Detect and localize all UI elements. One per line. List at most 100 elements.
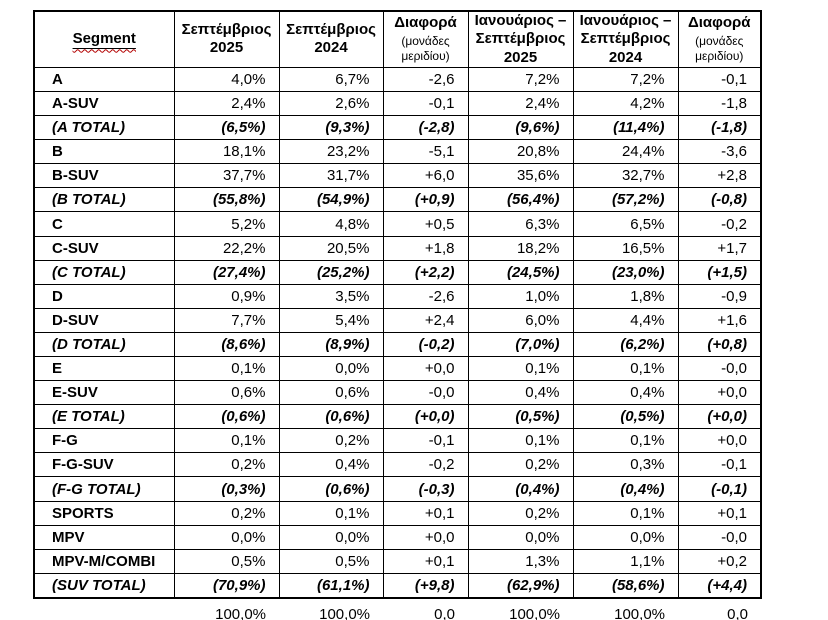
header-line: Διαφορά bbox=[687, 14, 751, 32]
column-header-segment: Segment bbox=[33, 9, 175, 68]
value-cell: -1,8 bbox=[677, 90, 762, 117]
value-cell: 20,8% bbox=[467, 139, 574, 165]
value-cell: 0,1% bbox=[278, 500, 384, 526]
footer-total-cell: 100,0% bbox=[509, 605, 560, 620]
value-cell: -0,1 bbox=[677, 452, 762, 478]
value-cell: (27,4%) bbox=[173, 259, 280, 285]
value-cell: -0,1 bbox=[677, 66, 762, 92]
column-header-diff-ytd: Διαφορά (μονάδες μεριδίου) bbox=[677, 9, 762, 68]
footer-total-cell: 100,0% bbox=[215, 605, 266, 620]
table-row: A-SUV 2,4% 2,6% -0,1 2,4% 4,2% -1,8 bbox=[33, 90, 762, 117]
table-row: SPORTS 0,2% 0,1% +0,1 0,2% 0,1% +0,1 bbox=[33, 500, 762, 526]
value-cell: 24,4% bbox=[572, 139, 679, 165]
value-cell: 0,1% bbox=[173, 356, 280, 382]
header-line: Σεπτέμβριος bbox=[580, 30, 671, 48]
segment-cell: MPV-M/COMBI bbox=[33, 548, 175, 574]
header-line: Segment bbox=[36, 30, 173, 48]
table-row: B 18,1% 23,2% -5,1 20,8% 24,4% -3,6 bbox=[33, 139, 762, 165]
value-cell: (0,6%) bbox=[278, 404, 384, 430]
footer-total-cell: 0,0 bbox=[434, 605, 455, 620]
value-cell: 0,0% bbox=[278, 356, 384, 382]
column-header-jan-sep-2025: Ιανουάριος – Σεπτέμβριος 2025 bbox=[467, 9, 574, 68]
table-row: F-G 0,1% 0,2% -0,1 0,1% 0,1% +0,0 bbox=[33, 428, 762, 454]
value-cell: -2,6 bbox=[382, 66, 469, 92]
value-cell: 0,2% bbox=[467, 452, 574, 478]
value-cell: 0,1% bbox=[467, 428, 574, 454]
segment-cell: E bbox=[33, 356, 175, 382]
value-cell: (0,6%) bbox=[173, 404, 280, 430]
value-cell: +0,1 bbox=[677, 500, 762, 526]
value-cell: 7,7% bbox=[173, 307, 280, 333]
value-cell: (23,0%) bbox=[572, 259, 679, 285]
value-cell: (6,2%) bbox=[572, 331, 679, 358]
table-row: A 4,0% 6,7% -2,6 7,2% 7,2% -0,1 bbox=[33, 66, 762, 92]
value-cell: +2,4 bbox=[382, 307, 469, 333]
value-cell: 0,1% bbox=[572, 428, 679, 454]
table-row: (B TOTAL) (55,8%) (54,9%) (+0,9) (56,4%) (57,… bbox=[33, 187, 762, 213]
header-line: 2024 bbox=[314, 39, 348, 57]
value-cell: (-0,3) bbox=[382, 476, 469, 502]
value-cell: -0,0 bbox=[677, 356, 762, 382]
table-row: (F-G TOTAL) (0,3%) (0,6%) (-0,3) (0,4%) (0,4%… bbox=[33, 476, 762, 502]
table-row: MPV-M/COMBI 0,5% 0,5% +0,1 1,3% 1,1% +0,2 bbox=[33, 548, 762, 574]
value-cell: (+0,0) bbox=[677, 404, 762, 430]
value-cell: (+0,8) bbox=[677, 331, 762, 358]
value-cell: 18,2% bbox=[467, 235, 574, 261]
value-cell: (+0,9) bbox=[382, 187, 469, 213]
segment-cell: D bbox=[33, 283, 175, 309]
value-cell: (57,2%) bbox=[572, 187, 679, 213]
value-cell: 32,7% bbox=[572, 163, 679, 189]
value-cell: 0,0% bbox=[278, 524, 384, 550]
segment-cell: (SUV TOTAL) bbox=[33, 572, 175, 599]
value-cell: (9,6%) bbox=[467, 115, 574, 141]
value-cell: 4,8% bbox=[278, 211, 384, 237]
segment-cell: (C TOTAL) bbox=[33, 259, 175, 285]
value-cell: (25,2%) bbox=[278, 259, 384, 285]
value-cell: 6,0% bbox=[467, 307, 574, 333]
value-cell: -0,9 bbox=[677, 283, 762, 309]
value-cell: 0,1% bbox=[173, 428, 280, 454]
header-text: Segment bbox=[72, 30, 136, 48]
value-cell: +0,1 bbox=[382, 548, 469, 574]
segment-cell: B-SUV bbox=[33, 163, 175, 189]
header-subtext: (μονάδες μεριδίου) bbox=[401, 33, 450, 64]
segment-cell: B bbox=[33, 139, 175, 165]
header-row: Segment Σεπτέμβριος 2025 Σεπτέμβριος 2024 Δια… bbox=[33, 9, 762, 68]
value-cell: (11,4%) bbox=[572, 115, 679, 141]
value-cell: (-1,8) bbox=[677, 115, 762, 141]
segment-cell: (D TOTAL) bbox=[33, 331, 175, 358]
segment-cell: C bbox=[33, 211, 175, 237]
table-header: Segment Σεπτέμβριος 2025 Σεπτέμβριος 2024 Δια… bbox=[33, 9, 762, 68]
value-cell: 1,0% bbox=[467, 283, 574, 309]
table-body: A 4,0% 6,7% -2,6 7,2% 7,2% -0,1 A-SUV 2,4% 2,6% -0… bbox=[33, 66, 762, 599]
column-header-jan-sep-2024: Ιανουάριος – Σεπτέμβριος 2024 bbox=[572, 9, 679, 68]
value-cell: 23,2% bbox=[278, 139, 384, 165]
value-cell: (70,9%) bbox=[173, 572, 280, 599]
footer-segment-cell bbox=[34, 598, 174, 620]
value-cell: 0,9% bbox=[173, 283, 280, 309]
value-cell: (+4,4) bbox=[677, 572, 762, 599]
value-cell: +1,6 bbox=[677, 307, 762, 333]
value-cell: (6,5%) bbox=[173, 115, 280, 141]
value-cell: -2,6 bbox=[382, 283, 469, 309]
footer-row: 100,0% 100,0% 0,0 100,0% 100,0% 0,0 bbox=[34, 598, 761, 620]
value-cell: 20,5% bbox=[278, 235, 384, 261]
value-cell: -0,2 bbox=[677, 211, 762, 237]
value-cell: 4,4% bbox=[572, 307, 679, 333]
value-cell: -0,1 bbox=[382, 428, 469, 454]
value-cell: (0,4%) bbox=[467, 476, 574, 502]
value-cell: 0,5% bbox=[278, 548, 384, 574]
value-cell: 0,2% bbox=[467, 500, 574, 526]
segment-cell: (A TOTAL) bbox=[33, 115, 175, 141]
footer-total-cell: 0,0 bbox=[727, 605, 748, 620]
table-row: (C TOTAL) (27,4%) (25,2%) (+2,2) (24,5%) (23,… bbox=[33, 259, 762, 285]
value-cell: (0,5%) bbox=[467, 404, 574, 430]
value-cell: 35,6% bbox=[467, 163, 574, 189]
header-line: Σεπτέμβριος bbox=[286, 21, 376, 39]
value-cell: (61,1%) bbox=[278, 572, 384, 599]
header-line: 2025 bbox=[503, 48, 538, 66]
value-cell: (+0,0) bbox=[382, 404, 469, 430]
value-cell: -0,0 bbox=[382, 380, 469, 406]
value-cell: 6,3% bbox=[467, 211, 574, 237]
value-cell: (58,6%) bbox=[572, 572, 679, 599]
